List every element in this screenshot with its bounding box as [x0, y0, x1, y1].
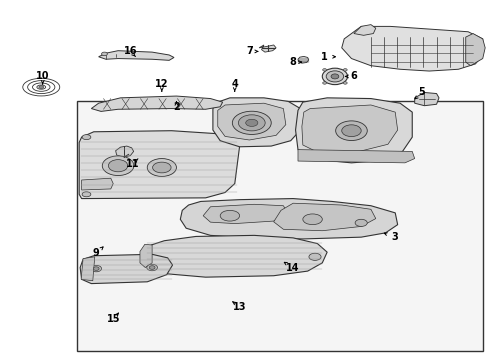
Ellipse shape — [82, 135, 91, 140]
Ellipse shape — [93, 267, 99, 270]
Polygon shape — [414, 93, 438, 106]
Text: 1: 1 — [321, 52, 327, 62]
Text: 12: 12 — [155, 78, 168, 89]
Text: 4: 4 — [231, 78, 238, 89]
Ellipse shape — [102, 156, 134, 176]
Polygon shape — [140, 244, 152, 267]
Ellipse shape — [82, 192, 91, 197]
Ellipse shape — [102, 52, 107, 56]
Polygon shape — [81, 178, 113, 190]
Text: 11: 11 — [126, 159, 139, 169]
Text: 15: 15 — [106, 314, 120, 324]
Ellipse shape — [91, 265, 102, 272]
Ellipse shape — [308, 253, 321, 260]
Text: 8: 8 — [289, 57, 296, 67]
Polygon shape — [217, 103, 285, 140]
Text: 14: 14 — [286, 262, 299, 273]
Ellipse shape — [302, 214, 322, 225]
Ellipse shape — [245, 119, 257, 126]
Ellipse shape — [220, 210, 239, 221]
Polygon shape — [91, 96, 222, 111]
Text: 2: 2 — [173, 102, 180, 112]
Polygon shape — [259, 45, 276, 52]
Text: 3: 3 — [391, 232, 398, 242]
Text: 6: 6 — [350, 71, 357, 81]
Ellipse shape — [147, 158, 176, 176]
Ellipse shape — [146, 264, 157, 271]
Polygon shape — [203, 204, 287, 224]
Polygon shape — [212, 98, 300, 147]
Ellipse shape — [341, 125, 361, 136]
Polygon shape — [80, 254, 172, 284]
Polygon shape — [79, 131, 239, 199]
Ellipse shape — [322, 68, 347, 85]
Polygon shape — [180, 199, 397, 239]
Polygon shape — [99, 51, 174, 60]
Ellipse shape — [108, 159, 127, 172]
Text: 9: 9 — [93, 248, 100, 258]
Text: 10: 10 — [36, 71, 49, 81]
Ellipse shape — [322, 69, 326, 71]
Polygon shape — [297, 57, 308, 63]
Text: 7: 7 — [245, 46, 252, 57]
Ellipse shape — [335, 121, 366, 140]
Polygon shape — [465, 33, 484, 66]
Ellipse shape — [152, 162, 171, 173]
Ellipse shape — [325, 71, 343, 82]
Polygon shape — [81, 257, 95, 281]
Text: 16: 16 — [123, 46, 137, 57]
Ellipse shape — [322, 82, 326, 84]
Polygon shape — [116, 146, 133, 157]
Polygon shape — [353, 24, 375, 35]
Ellipse shape — [39, 86, 43, 89]
Polygon shape — [142, 235, 326, 277]
Polygon shape — [341, 26, 482, 71]
Ellipse shape — [232, 111, 271, 134]
Ellipse shape — [149, 266, 155, 269]
Polygon shape — [273, 203, 375, 231]
Ellipse shape — [343, 82, 346, 84]
Text: 5: 5 — [418, 87, 425, 98]
Polygon shape — [297, 150, 414, 163]
Polygon shape — [301, 105, 397, 152]
Bar — [77, 102, 482, 351]
Ellipse shape — [354, 219, 366, 226]
Ellipse shape — [330, 74, 338, 79]
Ellipse shape — [238, 115, 264, 131]
Polygon shape — [295, 98, 411, 163]
Ellipse shape — [343, 69, 346, 71]
Text: 13: 13 — [232, 302, 246, 312]
